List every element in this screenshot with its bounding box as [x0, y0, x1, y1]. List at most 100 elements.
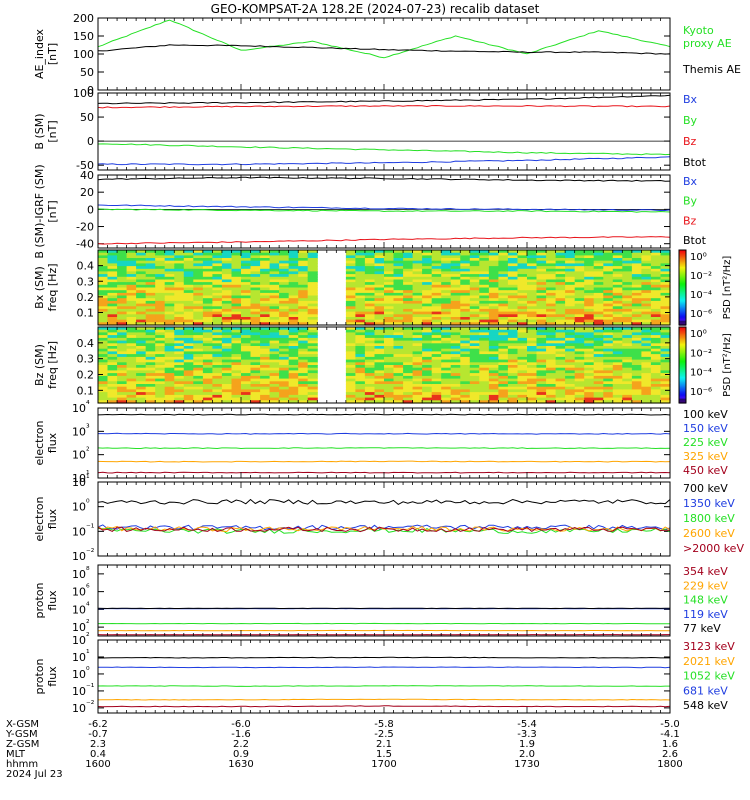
spectrogram-cell [136, 279, 147, 283]
legend-label: 1350 keV [683, 497, 735, 510]
spectrogram-cell [517, 252, 528, 256]
spectrogram-cell [479, 394, 490, 399]
spectrogram-cell [488, 337, 499, 342]
spectrogram-cell [345, 378, 356, 382]
spectrogram-cell [450, 351, 461, 355]
spectrogram-cell [479, 250, 490, 254]
spectrogram-cell [517, 370, 528, 374]
spectrogram-cell [155, 370, 166, 374]
spectrogram-cell [250, 263, 261, 267]
colorbar-segment [679, 371, 686, 374]
spectrogram-cell [136, 384, 147, 388]
spectrogram-cell [593, 260, 604, 264]
spectrogram-cell [279, 250, 290, 254]
spectrogram-cell [183, 362, 194, 366]
spectrogram-cell [641, 356, 652, 361]
spectrogram-cell [393, 298, 404, 302]
spectrogram-cell [279, 386, 290, 390]
spectrogram-cell [498, 340, 509, 344]
colorbar-segment [679, 282, 686, 285]
spectrogram-cell [355, 255, 366, 259]
spectrogram-cell [355, 268, 366, 273]
x-axis-row-label: hhmm [6, 759, 38, 770]
colorbar-segment [679, 260, 686, 262]
spectrogram-cell [355, 370, 366, 374]
spectrogram-cell [193, 354, 204, 358]
spectrogram-cell [612, 343, 623, 347]
spectrogram-cell [250, 367, 261, 371]
spectrogram-cell [98, 317, 109, 321]
spectrogram-cell [507, 386, 518, 390]
spectrogram-cell [126, 327, 137, 331]
spectrogram-cell [574, 373, 585, 377]
spectrogram-cell [584, 359, 595, 363]
spectrogram-cell [612, 314, 623, 318]
spectrogram-cell [155, 317, 166, 321]
x-axis-cell: 2.6 [662, 749, 678, 760]
spectrogram-cell [98, 394, 109, 399]
spectrogram-cell [136, 284, 147, 289]
colorbar-segment [679, 391, 686, 394]
spectrogram-cell [117, 311, 128, 315]
y-tick-label: 0 [87, 84, 94, 97]
y-tick-label: 0.1 [77, 307, 95, 320]
spectrogram-cell [546, 252, 557, 256]
spectrogram-cell [298, 362, 309, 366]
spectrogram-cell [298, 340, 309, 344]
spectrogram-cell [517, 337, 528, 342]
spectrogram-cell [593, 271, 604, 275]
spectrogram-cell [364, 389, 375, 393]
spectrogram-cell [241, 295, 252, 299]
spectrogram-cell [422, 250, 433, 254]
spectrogram-cell [507, 274, 518, 278]
x-axis-row-label: X-GSM [6, 719, 39, 730]
spectrogram-cell [393, 400, 404, 404]
spectrogram-cell [269, 356, 280, 361]
spectrogram-cell [479, 300, 490, 305]
spectrogram-cell [269, 381, 280, 385]
spectrogram-cell [574, 394, 585, 399]
spectrogram-cell [460, 348, 471, 352]
spectrogram-cell [298, 300, 309, 305]
spectrogram-cell [384, 319, 395, 323]
spectrogram-cell [631, 279, 642, 283]
spectrogram-cell [574, 322, 585, 326]
spectrogram-cell [498, 292, 509, 297]
spectrogram-cell [202, 386, 213, 390]
x-axis-cell: 1800 [657, 759, 682, 770]
spectrogram-cell [374, 386, 385, 390]
spectrogram-cell [107, 346, 118, 350]
spectrogram-cell [479, 359, 490, 363]
spectrogram-cell [355, 303, 366, 307]
spectrogram-cell [241, 348, 252, 352]
y-tick-exponent: ⁶ [86, 584, 90, 594]
y-tick-exponent: ² [86, 632, 90, 642]
spectrogram-cell [612, 327, 623, 331]
spectrogram-cell [241, 260, 252, 264]
spectrogram-cell [488, 252, 499, 256]
spectrogram-cell [202, 373, 213, 377]
spectrogram-cell [517, 317, 528, 321]
spectrogram-cell [555, 284, 566, 289]
spectrogram-cell [298, 348, 309, 352]
spectrogram-cell [193, 317, 204, 321]
y-tick-label: 50 [80, 66, 94, 79]
spectrogram-cell [507, 252, 518, 256]
spectrogram-cell [241, 287, 252, 291]
spectrogram-cell [279, 373, 290, 377]
colorbar-tick-label: 10⁻⁴ [690, 368, 712, 379]
spectrogram-cell [279, 329, 290, 333]
spectrogram-cell [488, 378, 499, 382]
spectrogram-cell [345, 258, 356, 262]
spectrogram-cell [555, 252, 566, 256]
spectrogram-cell [364, 373, 375, 377]
spectrogram-cell [565, 351, 576, 355]
colorbar [678, 249, 687, 326]
spectrogram-cell [403, 356, 414, 361]
x-axis-cell: -2.5 [374, 729, 394, 740]
spectrogram-cell [603, 346, 614, 350]
spectrogram-cell [260, 295, 271, 299]
spectrogram-cell [269, 271, 280, 275]
spectrogram-cell [460, 268, 471, 273]
spectrogram-cell [536, 298, 547, 302]
